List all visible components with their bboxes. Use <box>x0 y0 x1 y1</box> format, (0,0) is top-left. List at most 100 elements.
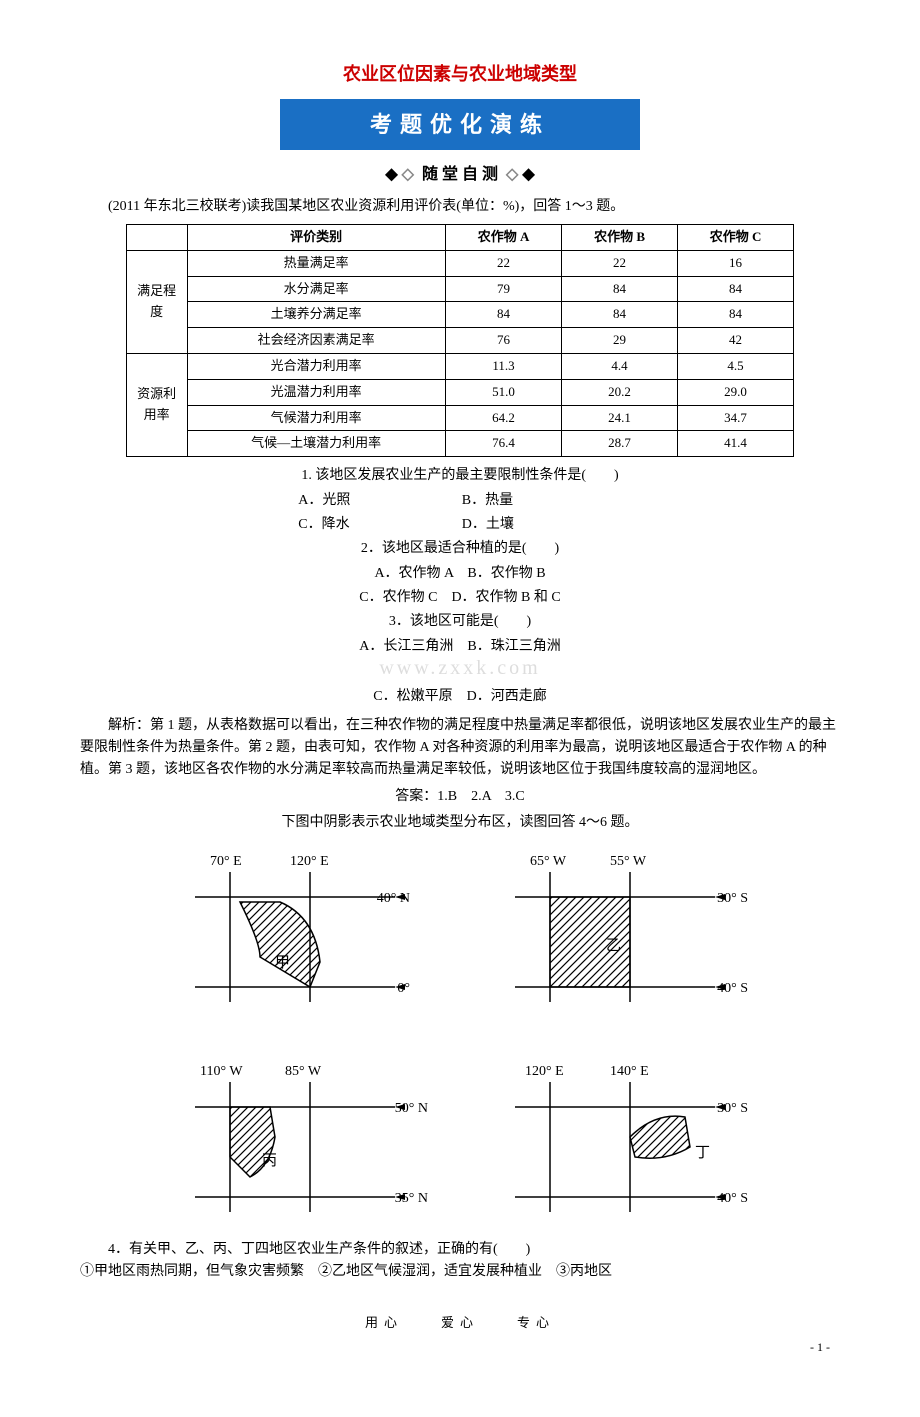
cell: 气候潜力利用率 <box>187 405 445 431</box>
table-row: 气候—土壤潜力利用率 76.4 28.7 41.4 <box>126 431 794 457</box>
th-crop-b: 农作物 B <box>562 224 677 250</box>
q3-options-2: C．松嫩平原 D．河西走廊 <box>80 686 840 708</box>
dia-left: ◆ <box>385 166 397 183</box>
fig-d-lat2: 40° S <box>717 1191 748 1206</box>
q1-opt-d: D．土壤 <box>462 514 622 536</box>
cell: 28.7 <box>562 431 677 457</box>
question-1: 1. 该地区发展农业生产的最主要限制性条件是( ) <box>80 465 840 487</box>
fig-c-lat1: 50° N <box>395 1101 428 1116</box>
cell: 16 <box>677 250 794 276</box>
cell: 22 <box>562 250 677 276</box>
cell: 24.1 <box>562 405 677 431</box>
banner: 考题优化演练 <box>280 99 640 150</box>
subheading-text: 随 堂 自 测 <box>422 166 498 183</box>
th-category: 评价类别 <box>187 224 445 250</box>
dia-right: ◆ <box>522 166 534 183</box>
page-number: - 1 - <box>80 1338 840 1357</box>
table-row: 水分满足率 79 84 84 <box>126 276 794 302</box>
th-crop-c: 农作物 C <box>677 224 794 250</box>
cell: 84 <box>562 276 677 302</box>
fig-c-lon1: 110° W <box>200 1064 243 1079</box>
figure-c: 110° W 85° W 50° N 35° N 丙 <box>170 1057 430 1227</box>
group-name-2: 资源利用率 <box>126 353 187 456</box>
fig-d-lat1: 30° S <box>717 1101 748 1116</box>
table-row: 光温潜力利用率 51.0 20.2 29.0 <box>126 379 794 405</box>
q4-line: ①甲地区雨热同期，但气象灾害频繁 ②乙地区气候湿润，适宜发展种植业 ③丙地区 <box>80 1261 840 1283</box>
figure-a: 70° E 120° E 40° N 0° 甲 <box>170 847 430 1017</box>
cell: 29 <box>562 328 677 354</box>
cell: 气候—土壤潜力利用率 <box>187 431 445 457</box>
q3-options-1: A．长江三角洲 B．珠江三角洲 <box>80 636 840 658</box>
cell: 22 <box>445 250 562 276</box>
table-row: 满足程度 热量满足率 22 22 16 <box>126 250 794 276</box>
question-4: 4．有关甲、乙、丙、丁四地区农业生产条件的叙述，正确的有( ) <box>80 1239 840 1261</box>
subheading: ◆◇ 随 堂 自 测 ◇◆ <box>80 162 840 188</box>
q1-options-2: C．降水 D．土壤 <box>80 514 840 536</box>
fig-a-lat1: 40° N <box>377 891 410 906</box>
table-row: 社会经济因素满足率 76 29 42 <box>126 328 794 354</box>
cell: 光温潜力利用率 <box>187 379 445 405</box>
fig-b-lon1: 65° W <box>530 854 567 869</box>
cell: 光合潜力利用率 <box>187 353 445 379</box>
figure-intro: 下图中阴影表示农业地域类型分布区，读图回答 4～6 题。 <box>80 812 840 834</box>
cell: 84 <box>677 276 794 302</box>
cell: 4.4 <box>562 353 677 379</box>
cell: 4.5 <box>677 353 794 379</box>
table-row: 资源利用率 光合潜力利用率 11.3 4.4 4.5 <box>126 353 794 379</box>
footer: 用心 爱心 专心 <box>80 1313 840 1334</box>
dia-r2: ◇ <box>506 166 518 183</box>
cell: 42 <box>677 328 794 354</box>
group-name-1: 满足程度 <box>126 250 187 353</box>
fig-b-lat1: 30° S <box>717 891 748 906</box>
cell: 20.2 <box>562 379 677 405</box>
cell: 热量满足率 <box>187 250 445 276</box>
cell: 29.0 <box>677 379 794 405</box>
table-row: 气候潜力利用率 64.2 24.1 34.7 <box>126 405 794 431</box>
q1-opt-a: A．光照 <box>298 490 458 512</box>
cell: 64.2 <box>445 405 562 431</box>
cell: 84 <box>445 302 562 328</box>
fig-c-lon2: 85° W <box>285 1064 322 1079</box>
cell: 51.0 <box>445 379 562 405</box>
fig-c-lat2: 35° N <box>395 1191 428 1206</box>
question-3: 3．该地区可能是( ) <box>80 611 840 633</box>
cell: 11.3 <box>445 353 562 379</box>
cell: 社会经济因素满足率 <box>187 328 445 354</box>
fig-b-label: 乙 <box>606 938 621 954</box>
cell: 84 <box>677 302 794 328</box>
q1-options: A．光照 B．热量 <box>80 490 840 512</box>
fig-d-lon1: 120° E <box>525 1064 564 1079</box>
cell: 76.4 <box>445 431 562 457</box>
dia-l2: ◇ <box>402 166 414 183</box>
cell: 土壤养分满足率 <box>187 302 445 328</box>
main-title: 农业区位因素与农业地域类型 <box>80 60 840 89</box>
cell: 41.4 <box>677 431 794 457</box>
cell: 79 <box>445 276 562 302</box>
q1-opt-c: C．降水 <box>298 514 458 536</box>
fig-b-lon2: 55° W <box>610 854 647 869</box>
figure-b: 65° W 55° W 30° S 40° S 乙 <box>490 847 750 1017</box>
answers: 答案：1.B 2.A 3.C <box>80 786 840 808</box>
figure-d: 120° E 140° E 30° S 40° S 丁 <box>490 1057 750 1227</box>
table-header-row: 评价类别 农作物 A 农作物 B 农作物 C <box>126 224 794 250</box>
fig-a-lat2: 0° <box>397 981 410 996</box>
q1-opt-b: B．热量 <box>462 490 622 512</box>
q2-options-2: C．农作物 C D．农作物 B 和 C <box>80 587 840 609</box>
cell: 水分满足率 <box>187 276 445 302</box>
q2-options-1: A．农作物 A B．农作物 B <box>80 563 840 585</box>
th-crop-a: 农作物 A <box>445 224 562 250</box>
fig-a-lon1: 70° E <box>210 854 242 869</box>
fig-a-lon2: 120° E <box>290 854 329 869</box>
fig-d-lon2: 140° E <box>610 1064 649 1079</box>
fig-a-label: 甲 <box>275 955 290 971</box>
explanation: 解析：第 1 题，从表格数据可以看出，在三种农作物的满足程度中热量满足率都很低，… <box>80 715 840 782</box>
intro-text: (2011 年东北三校联考)读我国某地区农业资源利用评价表(单位：%)，回答 1… <box>80 196 840 218</box>
cell: 34.7 <box>677 405 794 431</box>
question-2: 2．该地区最适合种植的是( ) <box>80 538 840 560</box>
fig-b-lat2: 40° S <box>717 981 748 996</box>
cell: 84 <box>562 302 677 328</box>
th-blank <box>126 224 187 250</box>
cell: 76 <box>445 328 562 354</box>
fig-c-label: 丙 <box>262 1153 277 1169</box>
table-row: 土壤养分满足率 84 84 84 <box>126 302 794 328</box>
